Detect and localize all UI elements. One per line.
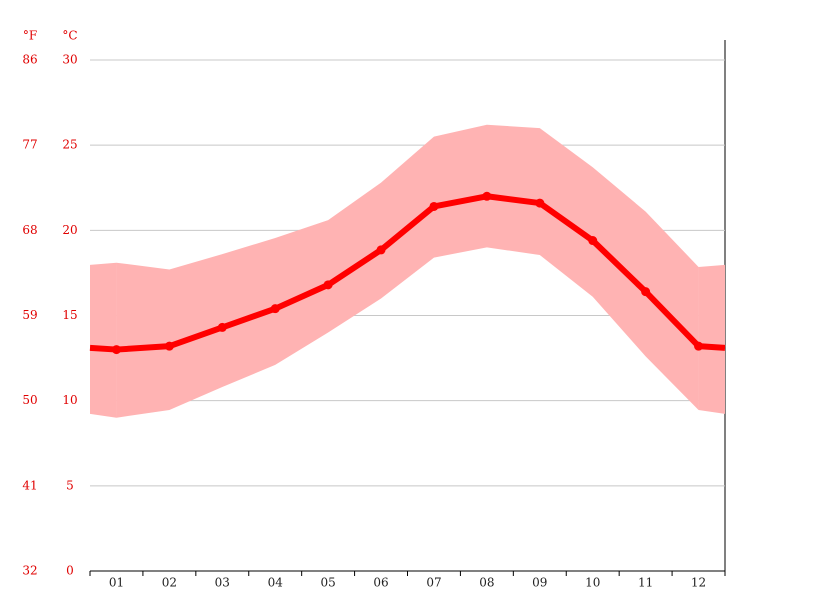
range-band-edge [90,262,117,418]
x-tick-label: 02 [162,576,177,590]
y-tick-label: 0 [66,564,74,578]
temperature-line [116,193,701,353]
y-tick-label: 30 [62,53,77,67]
data-point [323,280,333,290]
x-tick-label: 07 [426,576,441,590]
x-tick-label: 12 [691,576,706,590]
data-point [270,304,280,314]
x-tick-label: 11 [638,576,653,590]
data-point [694,341,704,351]
x-tick-label: 03 [215,576,230,590]
y2-tick-label: 50 [22,393,37,407]
y-axis-label: °C [62,29,77,43]
y2-axis-label: °F [23,29,37,43]
x-tick-label: 08 [479,576,494,590]
data-point [164,341,174,351]
x-tick-label: 06 [373,576,388,590]
y2-tick-label: 77 [22,138,37,152]
y-tick-label: 20 [62,223,77,237]
y2-tick-label: 32 [22,564,37,578]
data-point [588,236,598,246]
range-band-edge [698,264,725,414]
x-tick-label: 09 [532,576,547,590]
data-point [217,322,227,332]
data-point [111,345,121,355]
y-tick-label: 25 [62,138,77,152]
y-tick-label: 10 [62,393,77,407]
y2-tick-label: 59 [22,308,37,322]
range-band [116,124,699,418]
data-point [376,245,386,255]
data-point [641,287,651,297]
x-tick-label: 01 [109,576,124,590]
y2-tick-label: 41 [22,478,37,492]
x-tick-label: 10 [585,576,600,590]
y-tick-label: 15 [62,308,77,322]
x-tick-label: 05 [320,576,335,590]
data-point [535,198,545,208]
y2-tick-label: 68 [22,223,37,237]
data-point [429,201,439,211]
y-tick-label: 5 [66,478,74,492]
y2-tick-label: 86 [22,53,37,67]
x-tick-label: 04 [268,576,284,590]
data-point [482,191,492,201]
